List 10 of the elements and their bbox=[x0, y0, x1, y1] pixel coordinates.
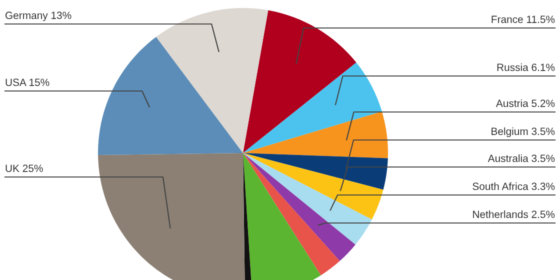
slice-label: France 11.5% bbox=[492, 16, 555, 24]
slice-label: USA 15% bbox=[6, 78, 50, 86]
slice-label: South Africa 3.3% bbox=[472, 182, 555, 190]
slice-label: Russia 6.1% bbox=[497, 63, 555, 72]
slice-label: UK 25% bbox=[6, 164, 43, 172]
slice-label: Netherlands 2.5% bbox=[473, 210, 555, 218]
slice-label: Germany 13% bbox=[6, 12, 72, 22]
slice-label: Belgium 3.5% bbox=[492, 127, 555, 138]
slice-label: Austria 5.2% bbox=[496, 99, 555, 108]
slice-label: Australia 3.5% bbox=[488, 154, 555, 162]
